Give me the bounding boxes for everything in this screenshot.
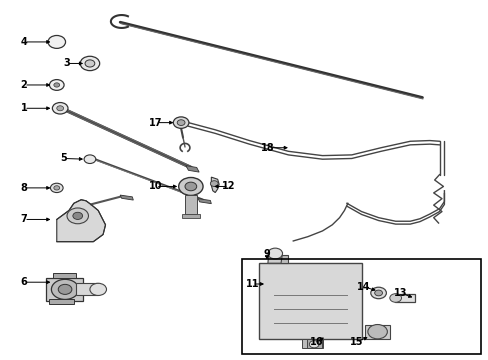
Circle shape bbox=[73, 212, 82, 220]
Polygon shape bbox=[45, 278, 82, 301]
Text: 1: 1 bbox=[20, 103, 27, 113]
Text: 6: 6 bbox=[20, 277, 27, 287]
Polygon shape bbox=[267, 252, 282, 263]
Text: 3: 3 bbox=[63, 58, 70, 68]
Bar bbox=[242, 259, 480, 354]
Circle shape bbox=[67, 208, 88, 224]
Text: 15: 15 bbox=[349, 337, 363, 347]
Circle shape bbox=[49, 80, 64, 90]
Polygon shape bbox=[49, 299, 74, 304]
Polygon shape bbox=[53, 273, 76, 278]
Circle shape bbox=[54, 83, 60, 87]
Text: 14: 14 bbox=[357, 282, 370, 292]
Circle shape bbox=[367, 324, 386, 339]
Circle shape bbox=[309, 341, 319, 348]
Circle shape bbox=[80, 56, 100, 71]
Polygon shape bbox=[198, 199, 211, 204]
Polygon shape bbox=[302, 338, 322, 348]
Polygon shape bbox=[259, 263, 361, 338]
Text: 4: 4 bbox=[20, 37, 27, 47]
Text: 16: 16 bbox=[309, 337, 323, 347]
Polygon shape bbox=[57, 200, 105, 242]
Polygon shape bbox=[211, 177, 219, 193]
Polygon shape bbox=[182, 214, 199, 218]
Polygon shape bbox=[120, 195, 133, 200]
Text: 7: 7 bbox=[20, 215, 27, 224]
Circle shape bbox=[50, 183, 63, 193]
Circle shape bbox=[48, 36, 65, 48]
Polygon shape bbox=[185, 166, 199, 172]
Text: 12: 12 bbox=[222, 181, 235, 192]
Circle shape bbox=[85, 60, 95, 67]
Circle shape bbox=[84, 155, 96, 163]
Polygon shape bbox=[267, 255, 288, 263]
Circle shape bbox=[57, 106, 63, 111]
Circle shape bbox=[210, 181, 218, 186]
Text: 18: 18 bbox=[261, 143, 274, 153]
Polygon shape bbox=[306, 338, 321, 348]
Circle shape bbox=[173, 117, 188, 129]
Polygon shape bbox=[365, 325, 389, 338]
Circle shape bbox=[58, 284, 72, 294]
Circle shape bbox=[389, 294, 401, 302]
Circle shape bbox=[54, 186, 60, 190]
Circle shape bbox=[267, 248, 282, 259]
Circle shape bbox=[51, 279, 79, 300]
Text: 11: 11 bbox=[245, 279, 259, 289]
Text: 5: 5 bbox=[61, 153, 67, 163]
Polygon shape bbox=[76, 283, 98, 296]
Text: 9: 9 bbox=[263, 249, 270, 259]
Polygon shape bbox=[184, 195, 196, 214]
Text: 8: 8 bbox=[20, 183, 27, 193]
Polygon shape bbox=[394, 294, 414, 302]
Circle shape bbox=[178, 177, 203, 195]
Circle shape bbox=[177, 120, 184, 126]
Text: 17: 17 bbox=[149, 118, 162, 128]
Text: 2: 2 bbox=[20, 80, 27, 90]
Circle shape bbox=[370, 287, 386, 299]
Circle shape bbox=[374, 290, 382, 296]
Circle shape bbox=[90, 283, 106, 296]
Circle shape bbox=[52, 103, 68, 114]
Circle shape bbox=[184, 182, 196, 191]
Text: 13: 13 bbox=[393, 288, 407, 298]
Text: 10: 10 bbox=[149, 181, 162, 192]
